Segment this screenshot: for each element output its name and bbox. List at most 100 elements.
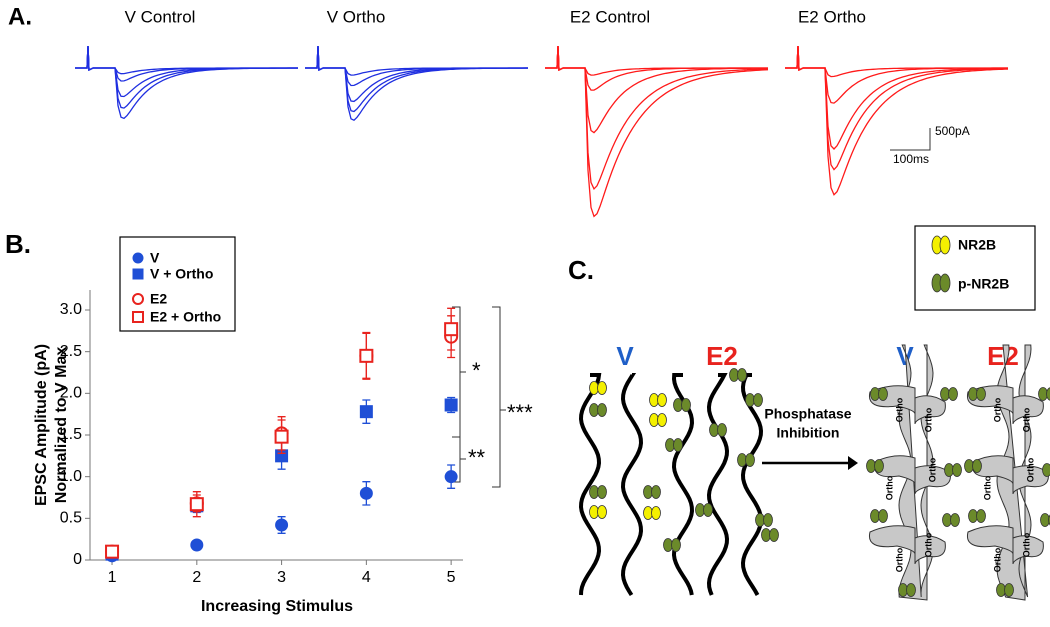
traces [75,46,1008,216]
trace [305,46,528,86]
ortho-label: Ortho [992,397,1002,422]
receptor [652,486,661,499]
scale-label: 500pA [935,124,970,138]
legend-label: V + Ortho [150,266,213,282]
legend-marker [133,294,143,304]
y-tick-label: 0 [73,551,82,568]
x-tick-label: 1 [108,569,117,586]
receptor [672,539,681,552]
trace [75,46,298,108]
panel-label: C. [568,255,594,285]
marker [360,350,372,362]
receptor [977,510,986,523]
ortho-label: Ortho [894,397,904,422]
trace [305,46,528,120]
receptor [949,388,958,401]
trace [545,46,768,133]
legend-label: V [150,250,160,266]
legend-label: E2 [150,291,167,307]
x-tick-label: 3 [277,569,286,586]
receptor [907,584,916,597]
y-tick-label: 2.5 [60,343,82,360]
ortho-label: Ortho [894,547,904,572]
ortho-label: Ortho [1025,457,1035,482]
ortho-label: Ortho [923,532,933,557]
panel-label: B. [5,229,31,259]
marker [191,539,203,551]
receptor [879,510,888,523]
trace [785,46,1008,149]
receptor [738,369,747,382]
marker [445,323,457,335]
trace-title: E2 Ortho [798,7,866,26]
trace [785,46,1008,103]
significance: * [472,358,481,383]
receptor [674,439,683,452]
y-tick-label: 3.0 [60,301,82,318]
receptor [598,506,607,519]
panel-label: A. [8,3,32,30]
x-tick-label: 5 [447,569,456,586]
receptor [1005,584,1014,597]
legend-label: NR2B [958,237,996,253]
trace-title: V Ortho [327,7,386,26]
receptor [598,382,607,395]
receptor [718,424,727,437]
receptor [973,460,982,473]
trace [305,46,528,112]
trace-title: V Control [125,7,196,26]
receptor [746,454,755,467]
legend-icons [932,236,950,292]
legend-marker [133,253,143,263]
scale-label: 100ms [893,152,929,166]
x-tick-label: 4 [362,569,371,586]
group-label: E2 [706,341,738,371]
receptor [598,486,607,499]
dendrite [743,375,761,595]
ortho-label: Ortho [1021,407,1031,432]
marker [445,471,457,483]
x-axis-label: Increasing Stimulus [201,598,353,615]
legend-marker [133,312,143,322]
significance: ** [468,445,486,470]
receptor [704,504,713,517]
marker [360,406,372,418]
receptor [875,460,884,473]
y-tick-label: 2.0 [60,385,82,402]
arrow-head [848,456,858,470]
ortho-label: Ortho [884,475,894,500]
marker [191,498,203,510]
scale-bar [890,128,930,150]
y-tick-label: 1.5 [60,426,82,443]
spine-diagram: Ortho Ortho Ortho Ortho Ortho Ortho Ortho Ortho… [581,345,1050,600]
y-axis-label: EPSC Amplitude (pA) [33,344,50,506]
arrow-text: Inhibition [777,425,840,441]
receptor [977,388,986,401]
significance: *** [507,400,533,425]
receptor [598,404,607,417]
y-tick-label: 1.0 [60,468,82,485]
trace [545,46,768,216]
y-tick-label: 0.5 [60,510,82,527]
receptor [879,388,888,401]
marker [276,431,288,443]
legend-marker [133,269,143,279]
trace [75,46,298,81]
receptor [953,464,962,477]
receptor [951,514,960,527]
dendrite [709,375,727,595]
receptor [658,394,667,407]
receptor [682,399,691,412]
receptor [658,414,667,427]
ortho-label: Ortho [1021,532,1031,557]
ortho-label: Ortho [992,547,1002,572]
dendrite [623,375,641,595]
ortho-label: Ortho [982,475,992,500]
marker [445,399,457,411]
marker [276,519,288,531]
group-label: V [616,341,634,371]
receptor [754,394,763,407]
receptor [770,529,779,542]
legend-label: E2 + Ortho [150,309,221,325]
